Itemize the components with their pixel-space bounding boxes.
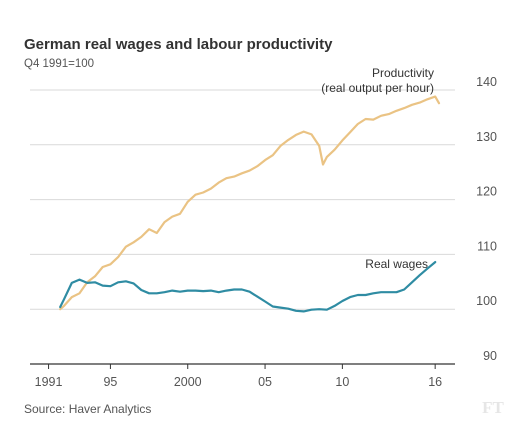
x-axis: 1991 95 2000 05 10 16 <box>30 363 455 389</box>
series-line-real-wages <box>59 261 437 313</box>
x-tick-label: 95 <box>103 375 117 389</box>
x-tick-label: 05 <box>258 375 272 389</box>
y-tick-label: 90 <box>483 349 497 363</box>
series-labels: Productivity(real output per hour) Real w… <box>321 66 434 271</box>
series-line-productivity <box>59 95 441 311</box>
y-axis-ticks: 90 100 110 120 130 140 <box>476 75 497 363</box>
gridlines <box>30 89 455 310</box>
x-tick-label: 16 <box>428 375 442 389</box>
source-note: Source: Haver Analytics <box>24 402 151 416</box>
chart-title: German real wages and labour productivit… <box>24 36 333 53</box>
y-tick-label: 110 <box>477 239 497 253</box>
series-layer <box>59 95 441 313</box>
y-tick-label: 130 <box>476 130 497 144</box>
ft-logo: FT <box>482 398 504 417</box>
series-label-productivity: (real output per hour) <box>321 81 434 95</box>
y-tick-label: 100 <box>476 294 497 308</box>
series-label-productivity: Productivity <box>372 66 434 80</box>
series-label-real-wages: Real wages <box>365 257 428 271</box>
y-tick-label: 120 <box>476 185 497 199</box>
x-tick-label: 1991 <box>35 375 63 389</box>
x-tick-label: 2000 <box>174 375 202 389</box>
chart-subtitle: Q4 1991=100 <box>24 58 94 70</box>
y-tick-label: 140 <box>476 75 497 89</box>
x-tick-label: 10 <box>335 375 349 389</box>
